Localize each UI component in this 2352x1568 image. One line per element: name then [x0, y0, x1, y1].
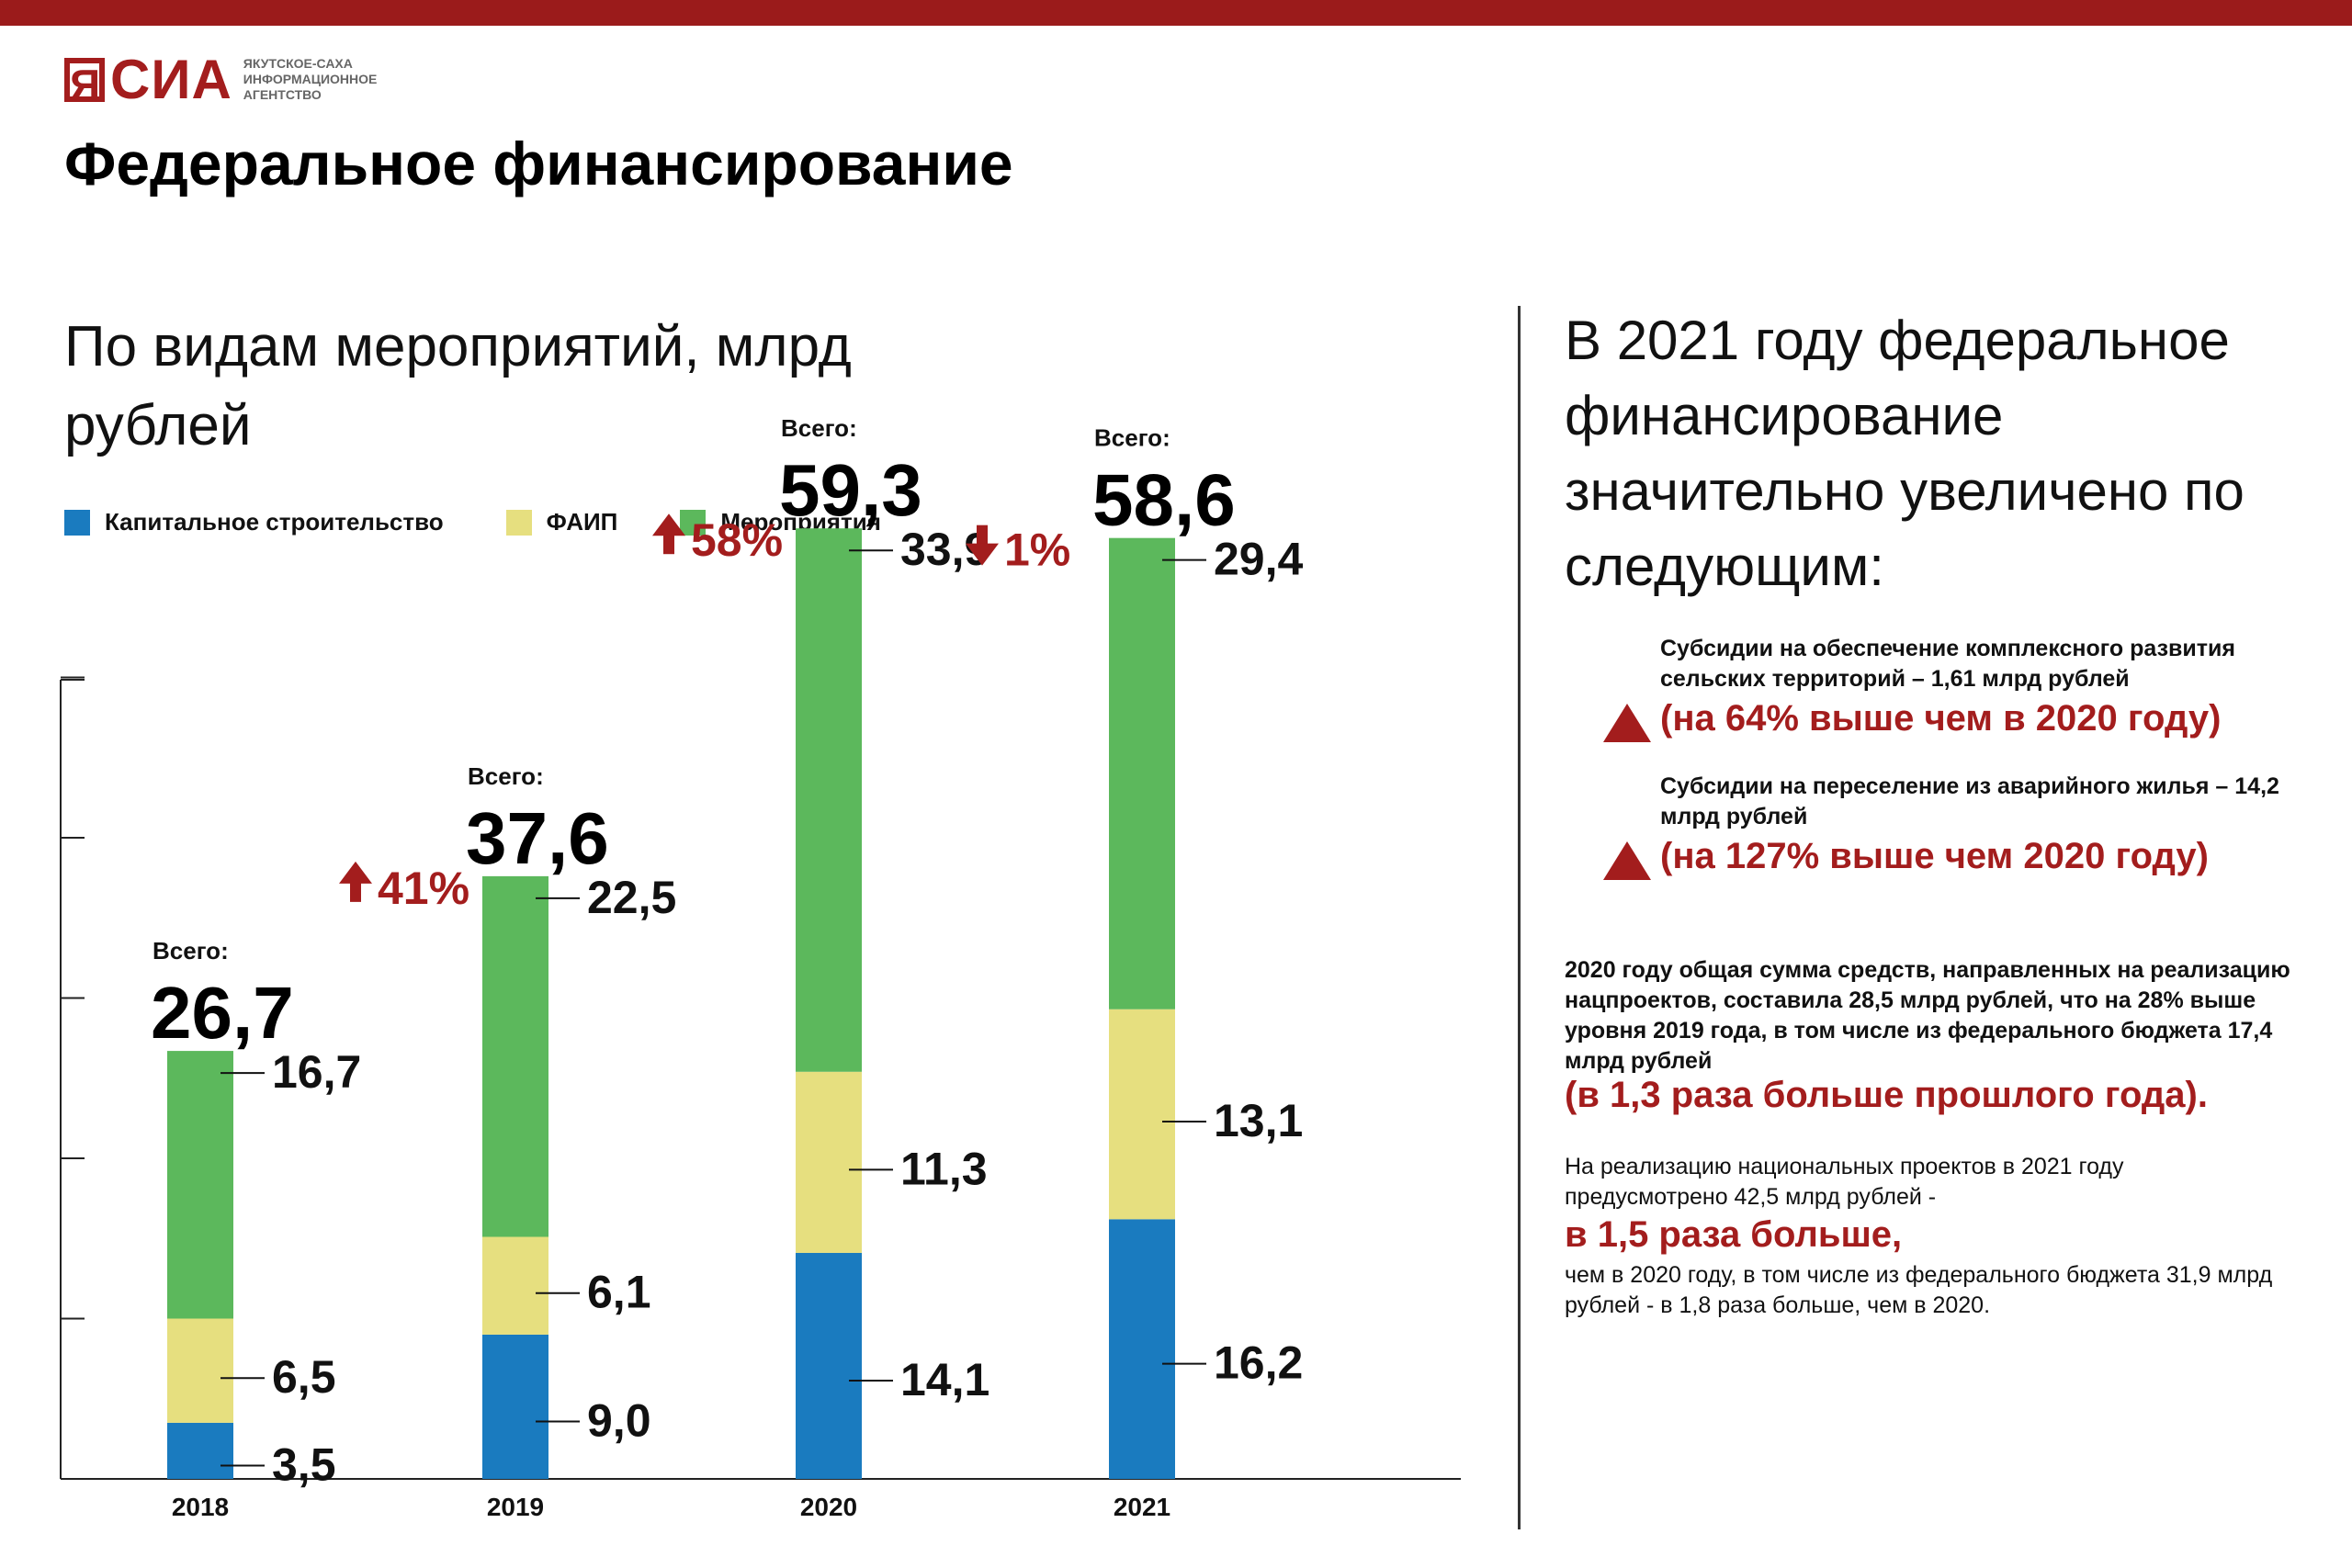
legend-swatch: [680, 509, 707, 536]
bar-segment: [482, 875, 548, 1237]
note-housing-subsidies: Субсидии на переселение из аварийного жи…: [1660, 773, 2279, 829]
logo: Я СИА ЯКУТСКОЕ-САХА ИНФОРМАЦИОННОЕ АГЕНТ…: [64, 48, 400, 111]
logo-subtitle-line: ЯКУТСКОЕ-САХА: [243, 56, 353, 71]
legend-label: ФАИП: [546, 508, 618, 536]
data-label: 22,5: [587, 872, 676, 923]
legend-swatch: [505, 509, 532, 536]
legend-label: Капитальное строительство: [105, 508, 444, 536]
up-triangle-icon: [1603, 704, 1651, 742]
total-caption: Всего:: [781, 414, 857, 442]
data-label: 6,1: [587, 1267, 651, 1318]
page-title: Федеральное финансирование: [64, 130, 1013, 197]
note-rural-accent: (на 64% выше чем в 2020 году): [1660, 698, 2222, 739]
paragraph-2021-federal: чем в 2020 году, в том числе из федераль…: [1565, 1262, 2273, 1318]
arrow-up-icon: [339, 861, 372, 884]
arrow-up-icon: [350, 881, 361, 902]
total-caption: Всего:: [1094, 424, 1170, 452]
up-triangle-icon: [1603, 841, 1651, 880]
x-tick-label: 2021: [1114, 1493, 1170, 1521]
arrow-down-icon: [977, 525, 988, 546]
total-value: 26,7: [151, 972, 294, 1054]
right-panel-heading: В 2021 году федеральное финансирование з…: [1565, 310, 2245, 597]
paragraph-2021-plan: На реализацию национальных проектов в 20…: [1565, 1154, 2124, 1210]
data-label: 9,0: [587, 1394, 651, 1446]
total-value: 58,6: [1092, 459, 1236, 541]
data-label: 13,1: [1214, 1095, 1303, 1146]
paragraph-2020-accent: (в 1,3 раза больше прошлого года).: [1565, 1075, 2208, 1115]
logo-subtitle: ЯКУТСКОЕ-САХА ИНФОРМАЦИОННОЕ АГЕНТСТВО: [243, 56, 400, 103]
change-percent: 1%: [1004, 525, 1070, 576]
bar-segment: [167, 1422, 233, 1479]
legend-swatch: [64, 509, 90, 536]
bar-segment: [482, 1334, 548, 1479]
data-label: 16,2: [1214, 1337, 1303, 1389]
data-label: 11,3: [900, 1143, 988, 1194]
logo-subtitle-line: ИНФОРМАЦИОННОЕ: [243, 72, 378, 86]
bar-segment: [482, 1236, 548, 1335]
chart-subtitle: По видам мероприятий, млрд рублей: [64, 315, 852, 457]
paragraph-2021-accent: в 1,5 раза больше,: [1565, 1214, 1903, 1255]
bar-segment: [796, 1252, 862, 1479]
logo-box-letter: Я: [64, 57, 105, 106]
note-rural-subsidies: Субсидии на обеспечение комплексного раз…: [1660, 636, 2235, 692]
bar-segment: [167, 1318, 233, 1423]
bar-segment: [1109, 537, 1175, 1010]
stacked-bar-chart: 3,5 6,5 16,7 2018 Всего: 26,7 9,0 6,1 22,5 2019 Вс…: [60, 414, 1461, 1521]
x-tick-label: 2019: [487, 1493, 544, 1521]
x-tick-label: 2020: [800, 1493, 857, 1521]
total-caption: Всего:: [468, 762, 544, 790]
note-housing-accent: (на 127% выше чем 2020 году): [1660, 836, 2209, 876]
change-percent: 58%: [691, 514, 783, 566]
data-label: 3,5: [272, 1438, 336, 1490]
data-label: 16,7: [272, 1046, 361, 1098]
total-value: 37,6: [466, 797, 609, 879]
bar-segment: [1109, 1219, 1175, 1479]
logo-subtitle-line: АГЕНТСТВО: [243, 87, 322, 102]
change-percent: 41%: [378, 863, 469, 914]
bar-segment: [796, 528, 862, 1072]
data-label: 14,1: [900, 1354, 989, 1405]
logo-mark: Я СИА: [64, 48, 232, 111]
bar-segment: [167, 1051, 233, 1319]
data-label: 29,4: [1214, 534, 1304, 585]
top-accent-bar: [0, 0, 2352, 26]
arrow-down-icon: [966, 543, 999, 566]
total-value: 59,3: [779, 449, 922, 531]
logo-text: СИА: [110, 49, 232, 110]
bar-segment: [796, 1071, 862, 1253]
arrow-up-icon: [652, 513, 685, 536]
total-caption: Всего:: [153, 937, 229, 964]
bar-segment: [1109, 1009, 1175, 1220]
legend-item-capital: Капитальное строительство: [64, 508, 444, 536]
arrow-up-icon: [663, 534, 674, 555]
paragraph-2020-summary: 2020 году общая сумма средств, направлен…: [1565, 957, 2290, 1074]
x-tick-label: 2018: [172, 1493, 229, 1521]
legend-item-faip: ФАИП: [505, 508, 618, 536]
vertical-divider: [1518, 306, 1521, 1529]
data-label: 6,5: [272, 1351, 336, 1403]
